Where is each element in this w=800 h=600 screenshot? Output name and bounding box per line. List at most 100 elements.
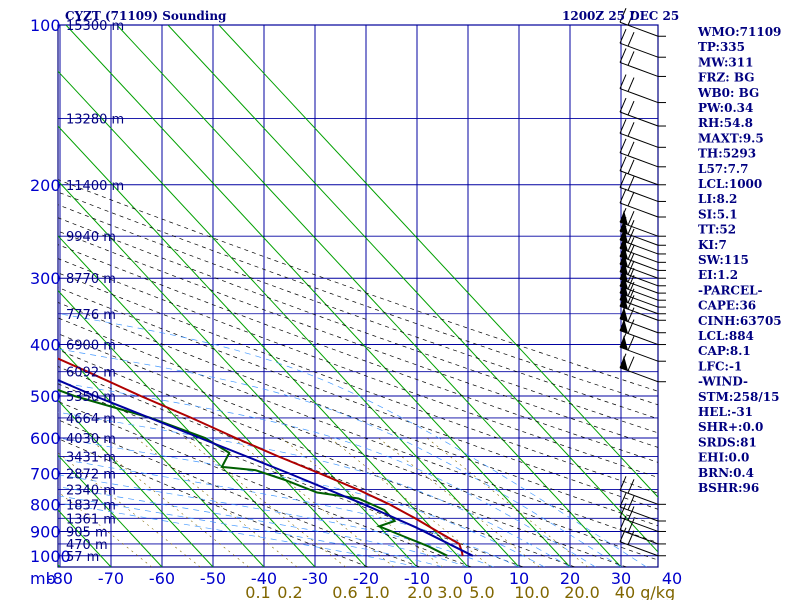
wind-barb-staff	[619, 42, 659, 58]
index-line: SHR+:0.0	[698, 420, 763, 434]
dry-adiabat	[58, 333, 658, 561]
index-line: -PARCEL-	[698, 283, 763, 297]
wind-barb-feather	[627, 159, 635, 174]
pressure-tick-label: 400	[30, 336, 61, 355]
wind-barb-feather	[619, 48, 627, 63]
isotherm-line	[58, 180, 418, 567]
wind-barb-pennant	[620, 252, 628, 268]
wind-barb-feather	[627, 356, 635, 371]
wind-barb	[619, 97, 666, 127]
grid-layer	[57, 24, 659, 568]
pressure-tick-label: 900	[30, 522, 61, 541]
moist-adiabat	[58, 348, 622, 567]
wind-barb-staff	[619, 132, 659, 148]
isotherm-line	[167, 25, 658, 553]
wind-barb-feather	[619, 156, 627, 171]
wind-barb	[619, 48, 666, 77]
wind-barb-pennant	[620, 219, 628, 235]
pressure-tick-label: 200	[30, 176, 61, 195]
wind-barb-staff	[619, 88, 659, 104]
wind-barb-feather	[619, 74, 627, 89]
height-tick-label: 5350 m	[66, 390, 116, 405]
index-line: CAPE:36	[698, 299, 756, 313]
index-line: BSHR:96	[698, 481, 759, 495]
wind-barb	[619, 188, 666, 218]
wind-barb-staff	[619, 61, 659, 77]
mixing-ratio-line	[58, 491, 152, 567]
wind-barb	[619, 138, 666, 168]
height-tick-label: 4664 m	[66, 412, 116, 427]
wind-barb-feather	[627, 245, 635, 260]
wind-barb	[619, 225, 666, 255]
dry-adiabat	[58, 204, 658, 420]
wind-barb	[619, 476, 666, 505]
moist-adiabat	[58, 313, 647, 567]
mixing-ratio-label: 20.0	[564, 583, 600, 600]
wind-barb	[619, 119, 666, 148]
mixing-ratio-line	[87, 437, 249, 567]
wind-barb-feather	[627, 506, 635, 521]
index-line: EI:1.2	[698, 268, 738, 282]
pressure-tick-label: 700	[30, 465, 61, 484]
mixing-ratio-line	[184, 437, 346, 567]
temperature-profile	[58, 357, 464, 556]
height-tick-label: 6092 m	[66, 366, 116, 381]
pressure-tick-label: 300	[30, 269, 61, 288]
moist-adiabat	[58, 502, 418, 567]
isotherm-line	[58, 289, 316, 567]
mixing-ratio-label: 2.0	[407, 583, 432, 600]
wind-barb-feather	[619, 29, 627, 44]
wind-barb-feather	[627, 518, 635, 534]
wind-barb-feather	[627, 336, 635, 351]
temperature-tick-label: -30	[302, 569, 328, 588]
dry-adiabat	[58, 191, 658, 406]
parcel-profile	[58, 379, 474, 557]
wind-barb-feather	[619, 97, 627, 113]
isotherm-layer	[58, 25, 658, 567]
index-line: HEL:-31	[698, 405, 753, 419]
temperature-tick-label: -20	[353, 569, 379, 588]
wind-barb-feather	[627, 228, 635, 244]
height-tick-label: 6900 m	[66, 339, 116, 354]
mixing-ratio-line	[329, 437, 492, 567]
moist-adiabat	[58, 458, 520, 567]
wind-barb-feather	[619, 527, 627, 542]
isotherm-line	[58, 235, 367, 567]
dry-adiabat	[58, 401, 472, 567]
wind-barb	[619, 173, 666, 202]
dewpoint-profile	[58, 388, 448, 557]
wind-barb-feather	[627, 100, 635, 116]
mixing-ratio-label: 0.6	[332, 583, 357, 600]
wind-barb-feather	[619, 188, 627, 204]
wind-barb-feather	[627, 260, 635, 275]
wind-barb-pennant	[620, 318, 628, 334]
wind-barb-feather	[627, 307, 635, 322]
mixing-ratio-label: 3.0	[437, 583, 462, 600]
isotherm-line	[58, 344, 265, 567]
wind-barb-feather	[627, 530, 635, 545]
index-line: KI:7	[698, 238, 727, 252]
wind-barb-feather	[619, 476, 627, 491]
mixing-ratio-line	[378, 437, 540, 567]
index-line: LI:8.2	[698, 192, 737, 206]
dry-adiabat	[58, 302, 658, 527]
wind-barb-feather	[627, 253, 635, 268]
moist-adiabat	[58, 474, 494, 567]
wind-barb-feather	[627, 51, 635, 66]
wind-barb-feather	[627, 319, 635, 334]
wind-barb-feather	[627, 211, 635, 226]
height-tick-label: 1361 m	[66, 512, 116, 527]
dry-adiabat	[58, 217, 658, 434]
wind-barb-feather	[627, 281, 635, 297]
index-line: L57:7.7	[698, 162, 748, 176]
height-tick-label: 2872 m	[66, 468, 116, 483]
index-line: SI:5.1	[698, 207, 738, 221]
pressure-tick-label: 1000	[30, 547, 71, 566]
plot-frame	[57, 24, 659, 568]
wind-barb-feather	[619, 173, 627, 188]
wind-barb-staff	[619, 186, 659, 202]
pressure-tick-label: 800	[30, 495, 61, 514]
wind-barb-feather	[619, 138, 627, 153]
wind-barb-staff	[619, 111, 659, 127]
wind-barb	[619, 242, 666, 271]
